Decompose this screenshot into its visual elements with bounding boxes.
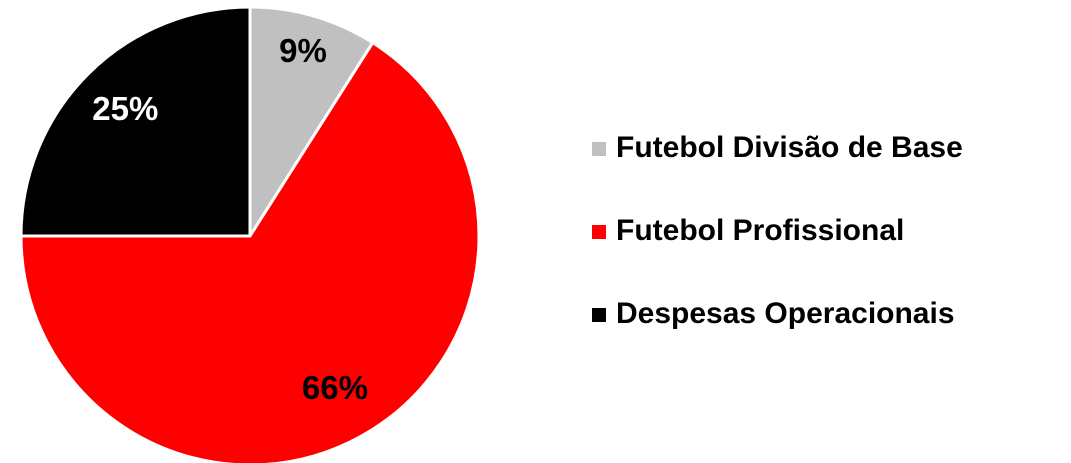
legend-label: Futebol Profissional bbox=[616, 214, 904, 247]
pie-slice bbox=[248, 5, 375, 238]
pie-slice bbox=[19, 41, 481, 463]
data-label: 25% bbox=[92, 90, 158, 127]
data-label: 66% bbox=[302, 369, 368, 406]
legend-label: Despesas Operacionais bbox=[616, 297, 955, 330]
legend-swatch bbox=[592, 142, 606, 156]
legend-swatch bbox=[592, 308, 606, 322]
legend-label: Futebol Divisão de Base bbox=[616, 131, 963, 164]
legend-swatch bbox=[592, 225, 606, 239]
pie-slice bbox=[19, 5, 252, 238]
data-label: 9% bbox=[279, 32, 327, 69]
